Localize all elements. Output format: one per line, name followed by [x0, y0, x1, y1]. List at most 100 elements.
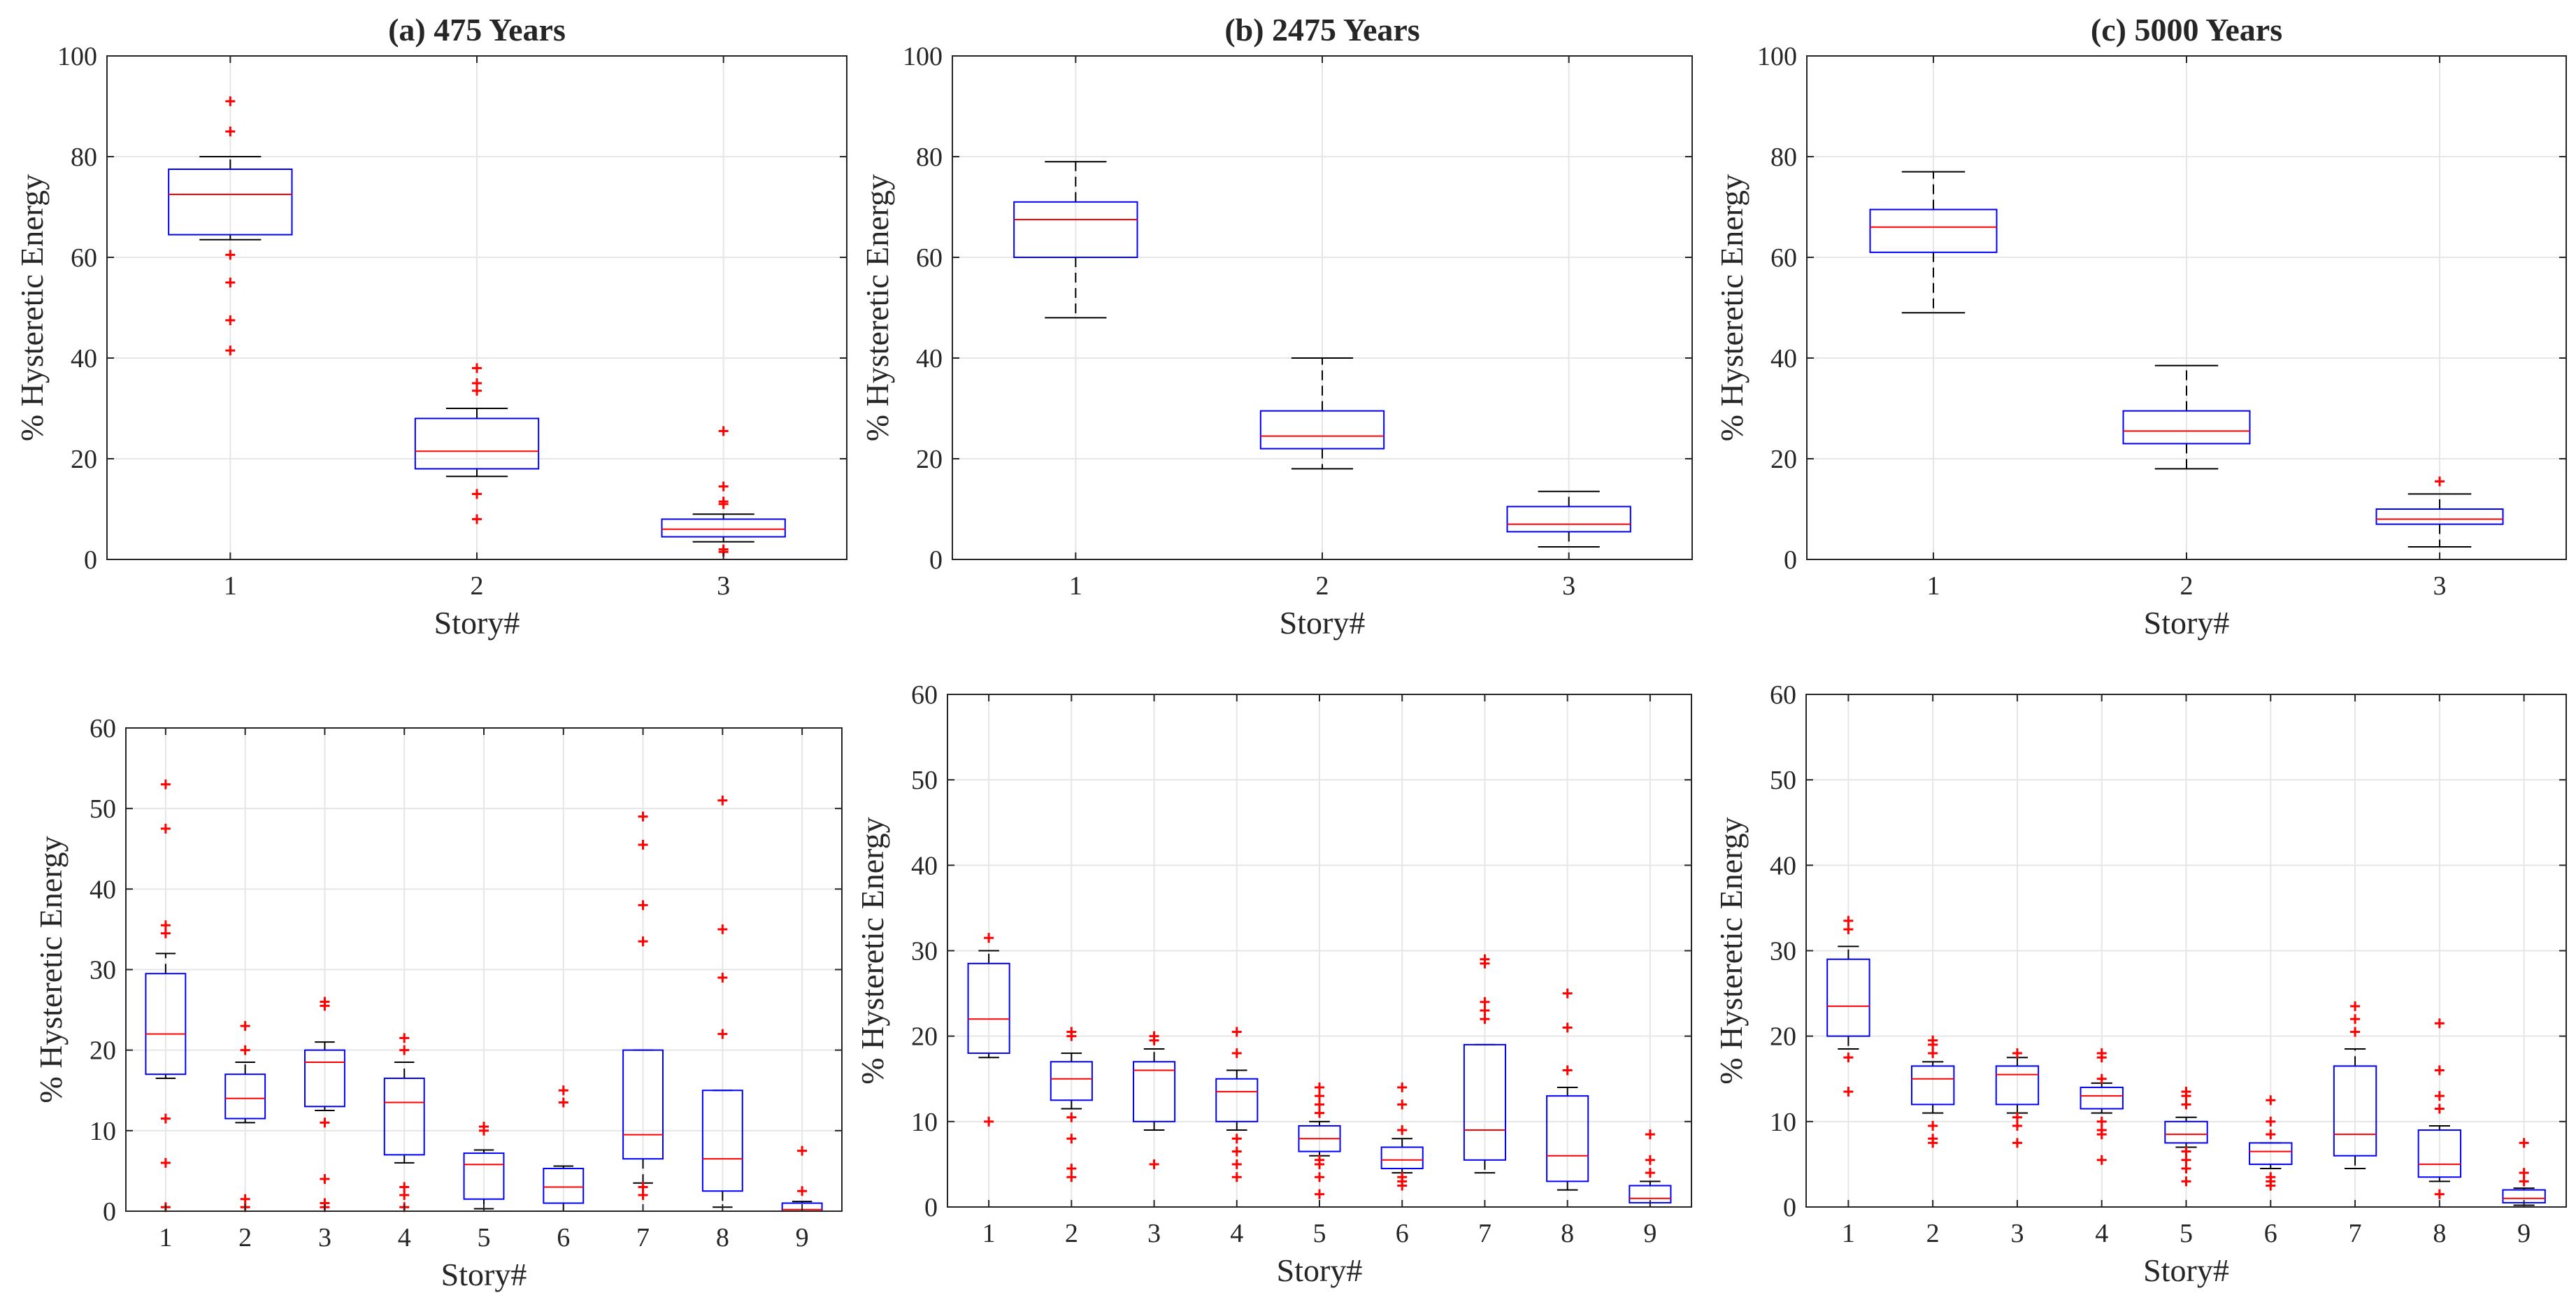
box-story-1 — [145, 779, 187, 1213]
outlier-marker — [638, 1182, 648, 1192]
box-story-8 — [701, 795, 743, 1208]
x-tick-label: 2 — [1316, 571, 1329, 601]
outlier-marker — [399, 1033, 410, 1043]
y-tick-label: 30 — [1770, 937, 1796, 966]
x-tick-label: 9 — [1643, 1219, 1656, 1248]
y-tick-label: 20 — [71, 445, 97, 474]
iqr-box — [701, 1090, 743, 1192]
x-tick-label: 1 — [1842, 1219, 1855, 1248]
box-story-8 — [2417, 1018, 2462, 1199]
outlier-marker — [558, 1085, 568, 1096]
outlier-marker — [225, 278, 236, 287]
x-tick-label: 3 — [717, 571, 730, 601]
outlier-marker — [1480, 1014, 1490, 1024]
x-tick-label: 1 — [224, 571, 237, 601]
box-story-4 — [1215, 1027, 1259, 1183]
y-tick-label: 80 — [1770, 143, 1797, 172]
outlier-marker — [2181, 1176, 2191, 1187]
outlier-marker — [1928, 1035, 1938, 1045]
outlier-marker — [2266, 1116, 2276, 1127]
outlier-marker — [472, 363, 482, 373]
outlier-marker — [638, 936, 648, 947]
outlier-marker — [2434, 1091, 2445, 1101]
outlier-marker — [2519, 1138, 2529, 1148]
outlier-marker — [2266, 1095, 2276, 1106]
box-story-2 — [414, 363, 540, 524]
outlier-marker — [2096, 1155, 2107, 1165]
outlier-marker — [984, 933, 994, 943]
iqr-box — [2333, 1065, 2377, 1157]
outlier-marker — [240, 1194, 250, 1204]
y-tick-label: 80 — [916, 143, 943, 172]
outlier-marker — [472, 378, 482, 388]
y-tick-label: 20 — [90, 1036, 116, 1066]
outlier-marker — [638, 839, 648, 850]
x-tick-label: 9 — [2517, 1219, 2531, 1248]
x-axis-label: Story# — [1277, 1252, 1363, 1288]
y-tick-label: 0 — [929, 545, 943, 575]
outlier-marker — [2434, 1189, 2445, 1199]
outlier-marker — [1149, 1159, 1159, 1169]
outlier-marker — [1928, 1120, 1938, 1131]
iqr-box — [1013, 201, 1138, 258]
outlier-marker — [2096, 1048, 2107, 1059]
outlier-marker — [2519, 1168, 2529, 1178]
outlier-marker — [160, 920, 171, 931]
iqr-box — [2164, 1120, 2208, 1144]
outlier-marker — [2181, 1146, 2191, 1157]
y-tick-label: 30 — [90, 956, 116, 985]
outlier-marker — [717, 973, 728, 983]
y-tick-label: 20 — [911, 1022, 938, 1052]
x-tick-label: 1 — [159, 1223, 172, 1252]
outlier-marker — [1397, 1125, 1408, 1136]
panel-b-9-story: 0 10 20 30 40 50 60 1 2 3 4 5 6 7 8 9 Story# % Hysteretic… — [854, 680, 1692, 1288]
y-tick-label: 10 — [1770, 1108, 1796, 1137]
y-tick-label: 50 — [90, 794, 116, 824]
box-story-4 — [383, 1033, 425, 1213]
iqr-box — [1826, 958, 1870, 1037]
outlier-marker — [2012, 1120, 2022, 1131]
outlier-marker — [2096, 1116, 2107, 1127]
outlier-marker — [2350, 1001, 2361, 1011]
outlier-marker — [1315, 1082, 1324, 1092]
chart-title: (a) 475 Years — [388, 12, 566, 48]
outlier-marker — [472, 514, 482, 524]
y-tick-label: 50 — [1770, 766, 1796, 795]
y-tick-label: 10 — [911, 1108, 938, 1137]
iqr-box — [2417, 1129, 2462, 1178]
y-tick-label: 100 — [903, 42, 943, 71]
outlier-marker — [2012, 1048, 2022, 1059]
x-axis-label: Story# — [2144, 605, 2230, 641]
outlier-marker — [1315, 1189, 1324, 1199]
outlier-marker — [399, 1045, 410, 1055]
outlier-marker — [797, 1145, 808, 1156]
outlier-marker — [2181, 1087, 2191, 1097]
iqr-box — [304, 1049, 345, 1108]
iqr-box — [2249, 1142, 2293, 1165]
y-tick-label: 60 — [916, 243, 943, 273]
outlier-marker — [2012, 1112, 2022, 1122]
outlier-marker — [160, 823, 171, 834]
iqr-box — [661, 518, 786, 538]
x-tick-label: 2 — [2180, 571, 2194, 601]
y-tick-label: 60 — [71, 243, 97, 273]
outlier-marker — [1645, 1129, 1655, 1140]
box-story-4 — [2080, 1048, 2124, 1165]
box-story-3 — [1995, 1048, 2040, 1148]
outlier-marker — [2519, 1176, 2529, 1187]
outlier-marker — [2266, 1172, 2276, 1183]
y-tick-label: 60 — [1770, 243, 1797, 273]
x-tick-label: 2 — [1065, 1219, 1078, 1248]
box-story-2 — [224, 1021, 266, 1213]
iqr-box — [1050, 1061, 1093, 1101]
outlier-marker — [718, 497, 729, 507]
outlier-marker — [1066, 1164, 1077, 1174]
outlier-marker — [718, 426, 729, 436]
y-tick-label: 40 — [1770, 344, 1797, 373]
box-story-3 — [1133, 1031, 1176, 1169]
panel-a-9-story: 0 10 20 30 40 50 60 1 2 3 4 5 6 7 8 9 Story# % Hysteretic… — [33, 714, 843, 1292]
y-tick-label: 60 — [1770, 680, 1796, 710]
outlier-marker — [1315, 1172, 1324, 1183]
outlier-marker — [1843, 1087, 1854, 1097]
outlier-marker — [2266, 1129, 2276, 1140]
